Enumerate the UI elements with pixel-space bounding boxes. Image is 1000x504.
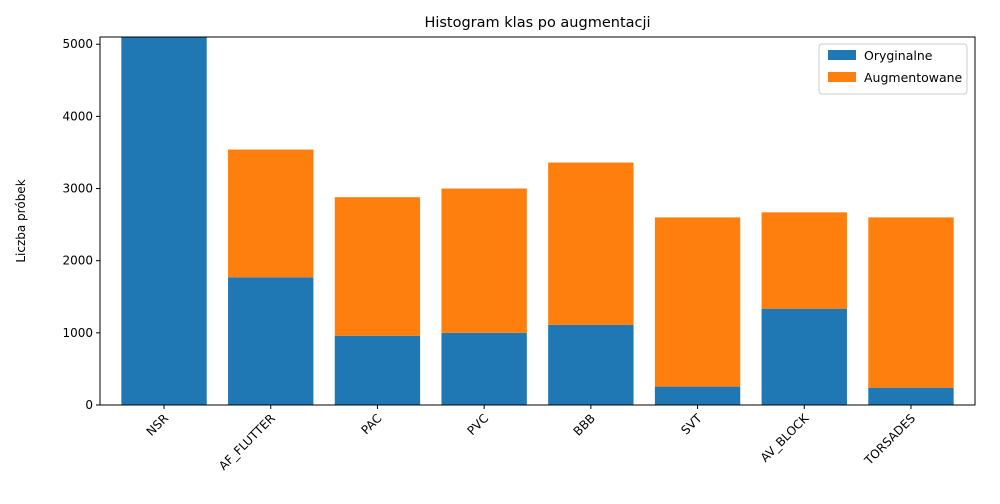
bar-augmented-pvc <box>441 188 527 333</box>
bar-original-bbb <box>548 324 634 405</box>
legend-swatch-original <box>828 50 856 60</box>
bar-augmented-bbb <box>548 162 634 325</box>
bar-original-av_block <box>761 308 847 405</box>
x-tick-label: AF_FLUTTER <box>216 411 278 473</box>
x-axis-ticks: NSR AF_FLUTTER PAC PVC BBB SVT AV_BLOCK TORSADE… <box>144 405 918 473</box>
x-tick-label: PVC <box>465 411 492 438</box>
plot-frame <box>99 36 976 406</box>
y-tick-label: 2000 <box>62 254 93 268</box>
axes-layer <box>99 36 976 406</box>
x-tick-label: NSR <box>144 411 172 439</box>
x-tick-label: PAC <box>358 411 384 437</box>
bar-original-pvc <box>441 332 527 405</box>
legend: Oryginalne Augmentowane <box>818 43 968 95</box>
bar-original-torsades <box>868 387 954 405</box>
bar-augmented-av_block <box>761 212 847 309</box>
x-tick-label: AV_BLOCK <box>758 410 812 464</box>
legend-label-augmented: Augmentowane <box>864 70 963 85</box>
chart-title: Histogram klas po augmentacji <box>424 15 650 31</box>
bar-augmented-torsades <box>868 217 954 388</box>
bar-original-nsr <box>121 37 207 405</box>
bar-original-af_flutter <box>228 277 314 405</box>
bar-augmented-pac <box>334 197 421 336</box>
y-tick-label: 0 <box>85 398 93 412</box>
bar-augmented-svt <box>654 217 741 387</box>
x-tick-label: BBB <box>571 411 598 438</box>
x-tick-label: SVT <box>678 411 705 438</box>
y-tick-label: 4000 <box>62 109 93 123</box>
bars-layer <box>121 37 954 405</box>
y-axis-ticks: 0 1000 2000 3000 4000 5000 <box>62 37 100 412</box>
legend-label-original: Oryginalne <box>864 48 933 63</box>
bar-original-pac <box>334 335 421 405</box>
bar-original-svt <box>654 386 741 405</box>
legend-swatch-augmented <box>828 72 856 82</box>
y-axis-label: Liczba próbek <box>14 179 28 262</box>
y-tick-label: 1000 <box>62 326 93 340</box>
bar-augmented-af_flutter <box>228 149 314 278</box>
y-tick-label: 5000 <box>62 37 93 51</box>
x-tick-label: TORSADES <box>861 411 918 468</box>
y-tick-label: 3000 <box>62 182 93 196</box>
